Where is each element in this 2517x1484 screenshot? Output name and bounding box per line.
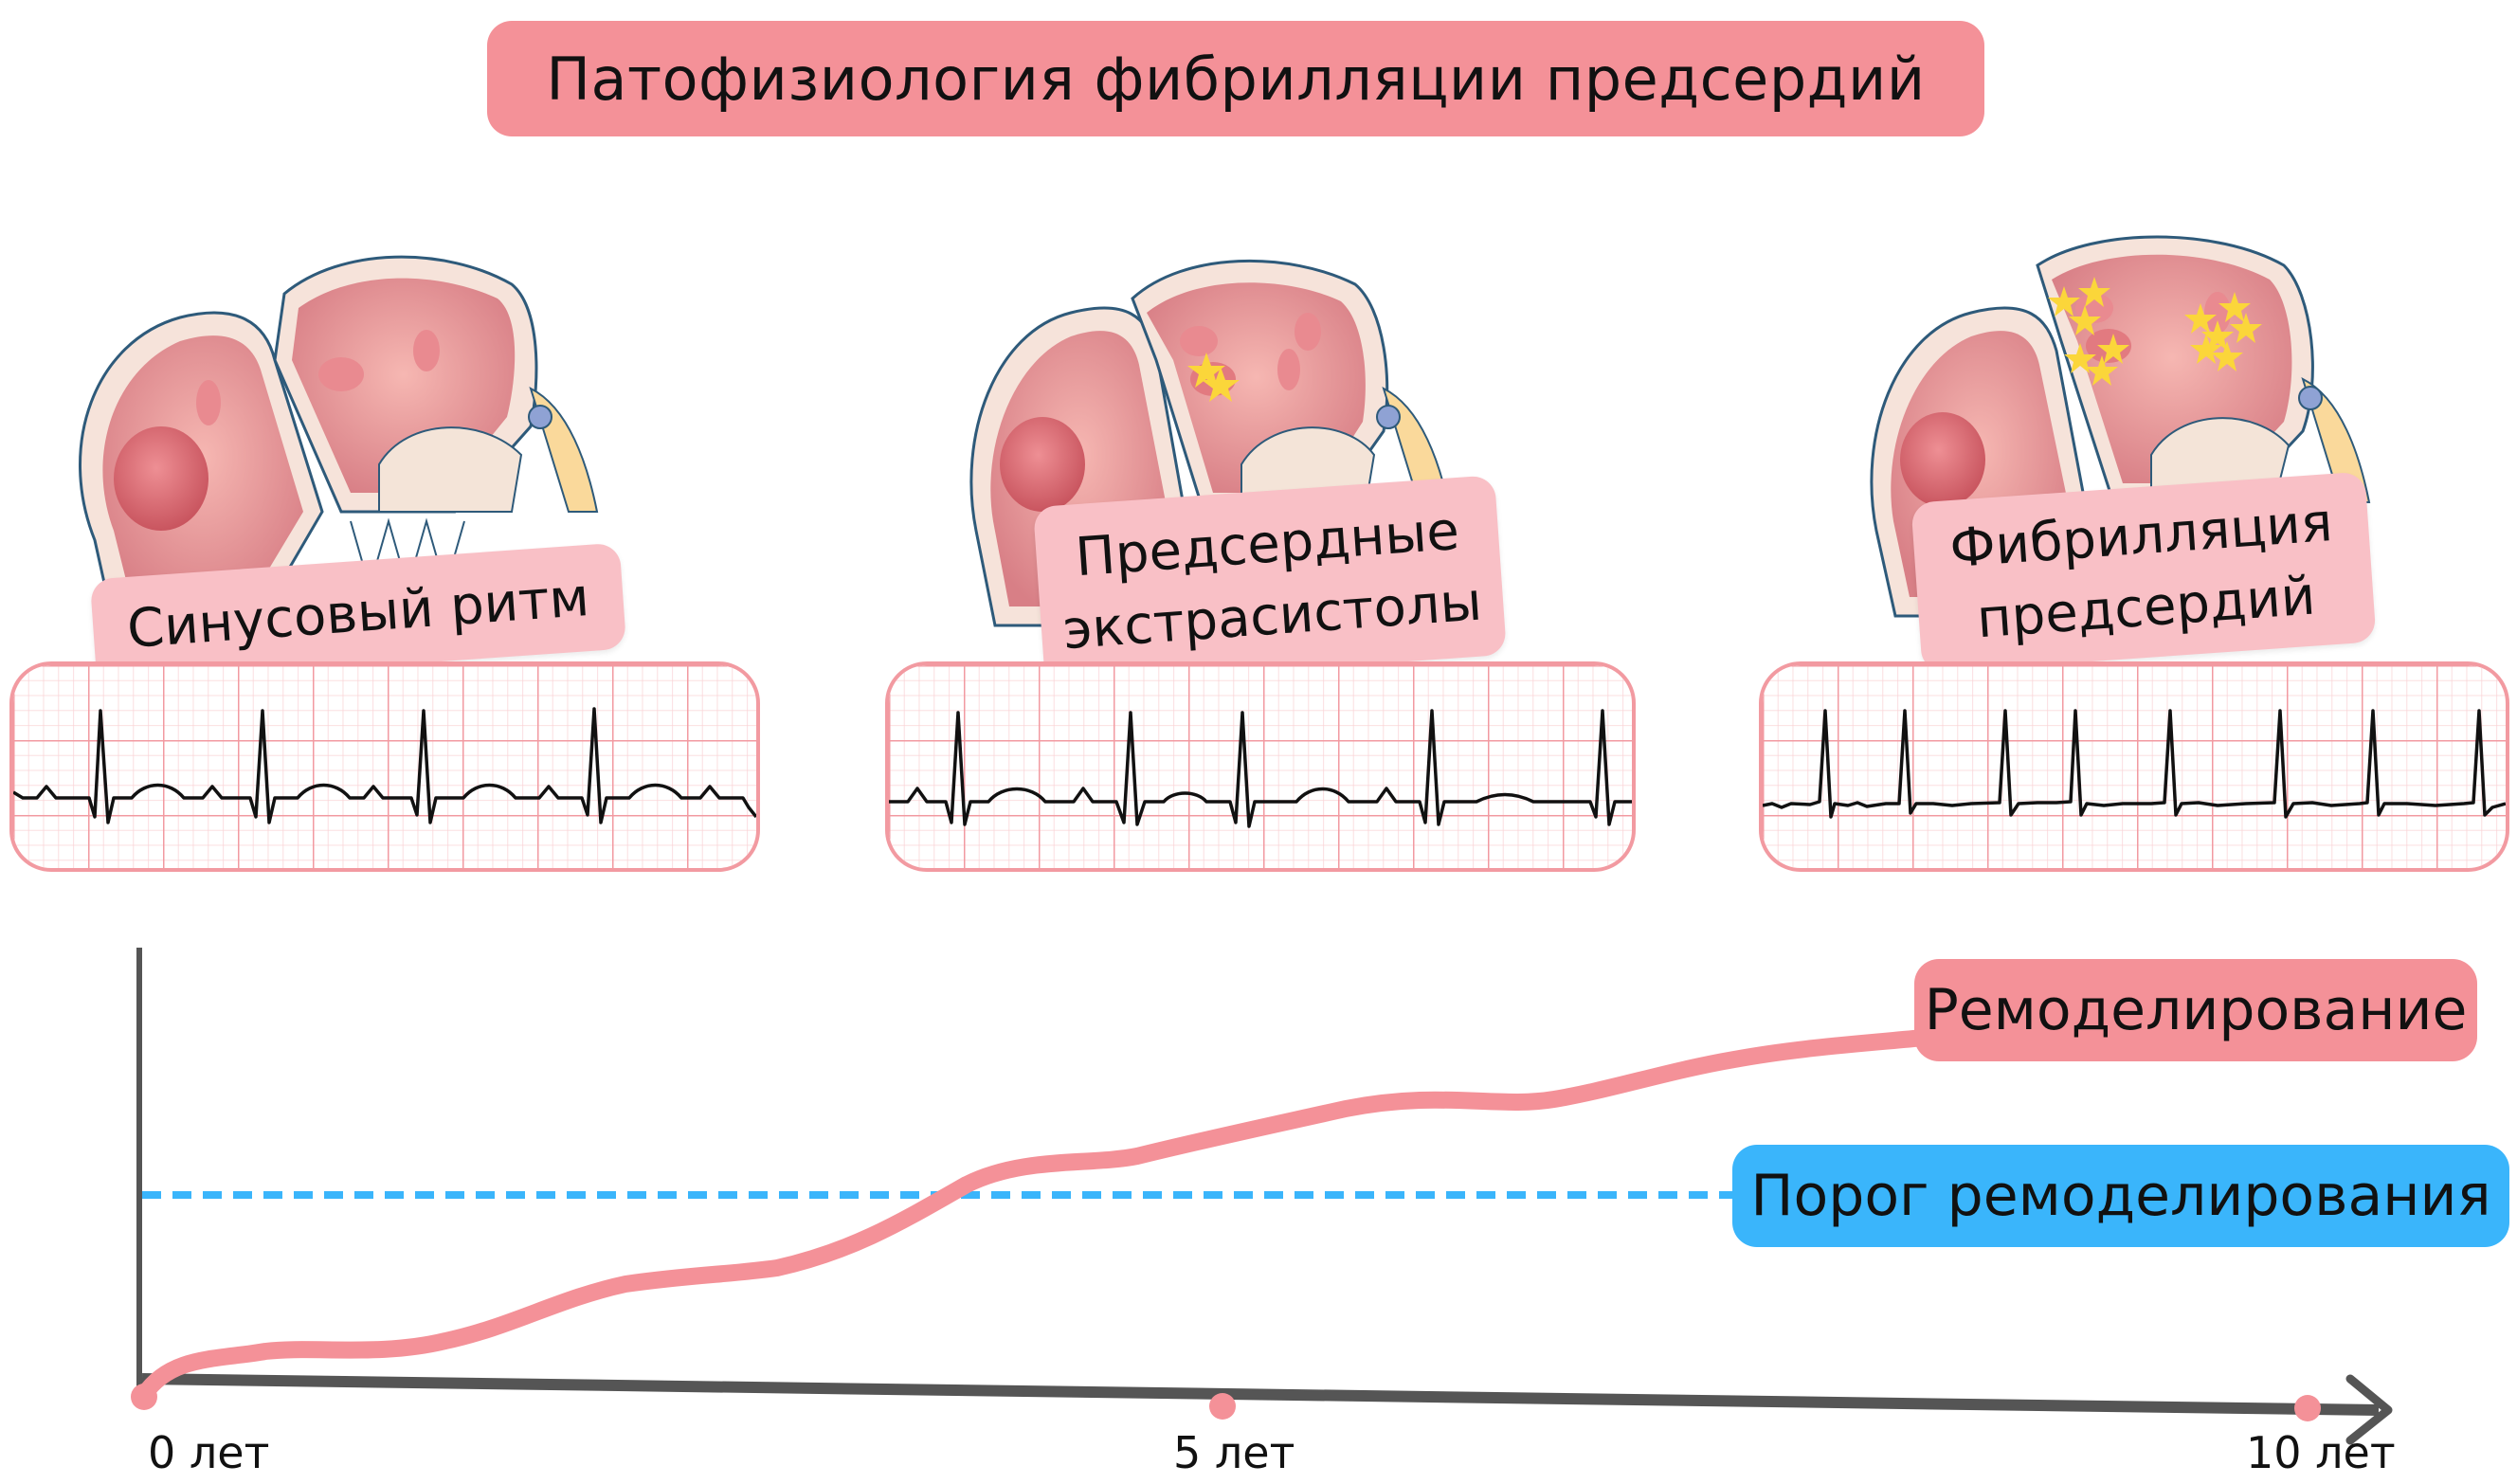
- ecg-waveform-fibrillation: [1763, 665, 2506, 868]
- remodeling-chart-svg: [131, 948, 2393, 1445]
- remodeling-curve: [136, 1029, 1932, 1403]
- legend-remodeling-text: Ремоделирование: [1924, 977, 2468, 1043]
- x-axis: [141, 1373, 2380, 1416]
- ecg-strip-sinus: [9, 661, 760, 872]
- heart-icon: [969, 259, 1452, 627]
- heart-illustration-sinus: [38, 227, 758, 627]
- x-tick-5: 5 лет: [1173, 1427, 1295, 1478]
- star-icon: [1187, 353, 1240, 402]
- x-tick-0: 0 лет: [148, 1427, 270, 1478]
- legend-threshold-text: Порог ремоделирования: [1750, 1163, 2491, 1229]
- legend-threshold: Порог ремоделирования: [1732, 1145, 2509, 1247]
- ecg-waveform-sinus: [13, 665, 756, 868]
- ecg-strip-fibrillation: [1759, 661, 2509, 872]
- remodeling-chart: [0, 948, 2517, 1480]
- panel-label-sinus-text: Синусовый ритм: [125, 567, 591, 661]
- tick-dot-0: [131, 1384, 157, 1410]
- arrow-right-icon: [2345, 1374, 2393, 1445]
- panel-label-extrasystole: Предсердные экстрасистолы: [1032, 475, 1508, 687]
- heart-icon: [79, 255, 599, 627]
- page-title: Патофизиология фибрилляции предсердий: [487, 21, 1984, 136]
- heart-illustration-extrasystole: [957, 227, 1545, 663]
- tick-dot-5: [1209, 1393, 1236, 1420]
- legend-remodeling: Ремоделирование: [1914, 959, 2477, 1061]
- ecg-waveform-extrasystole: [889, 665, 1632, 868]
- star-icon: [2048, 277, 2262, 386]
- panel-label-fibrillation: Фибрилляция предсердий: [1910, 471, 2377, 674]
- ecg-strip-extrasystole: [885, 661, 1636, 872]
- tick-dot-10: [2294, 1395, 2321, 1421]
- page-title-text: Патофизиология фибрилляции предсердий: [546, 44, 1926, 114]
- x-tick-10: 10 лет: [2246, 1427, 2396, 1478]
